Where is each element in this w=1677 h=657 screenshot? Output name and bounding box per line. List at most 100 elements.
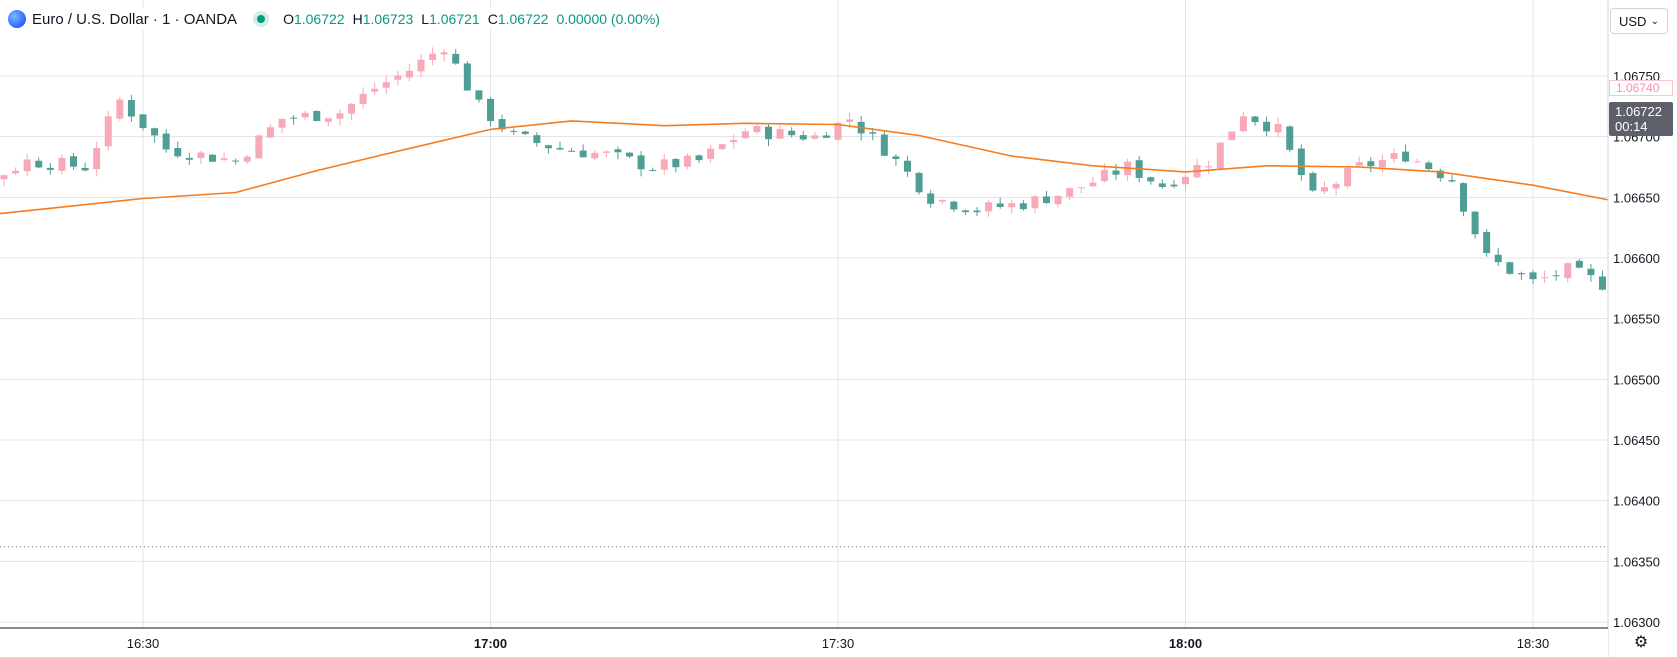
candle-body [579, 150, 587, 158]
candle-body [1100, 169, 1108, 182]
candle-body [1506, 262, 1514, 274]
candle-body [197, 152, 205, 158]
candle-body [626, 152, 633, 157]
currency-select[interactable]: USD ⌄ [1610, 8, 1668, 34]
candle-body [35, 160, 43, 168]
candle-body [46, 167, 54, 170]
candle-body [382, 82, 390, 88]
candle-body [1425, 162, 1433, 170]
candle-body [544, 145, 552, 149]
candle-body [463, 63, 471, 91]
candle-body [880, 134, 888, 156]
candle-body [788, 130, 796, 136]
candle-body [58, 157, 66, 171]
candle-body [324, 118, 332, 122]
candle-body [313, 111, 321, 121]
candle-body [220, 158, 228, 161]
candle-body [1066, 187, 1074, 197]
candle-body [23, 159, 31, 172]
bar-countdown: 00:14 [1615, 119, 1648, 134]
candle-body [1587, 268, 1595, 276]
candle-body [568, 150, 576, 152]
market-status-icon[interactable] [253, 11, 270, 27]
candle-body [1332, 183, 1340, 189]
last-price-value: 1.06722 [1615, 104, 1662, 119]
candle-body [1448, 180, 1456, 182]
symbol-title[interactable]: Euro / U.S. Dollar · 1 · OANDA [32, 10, 238, 28]
gear-icon[interactable]: ⚙ [1633, 634, 1649, 651]
candle-body [70, 156, 77, 167]
candle-body [405, 70, 413, 78]
price-tick-label: 1.06400 [1613, 494, 1660, 509]
candle-body [1309, 173, 1317, 191]
price-tick-label: 1.06650 [1613, 190, 1660, 205]
candle-body [1321, 187, 1328, 192]
candle-body [12, 170, 20, 174]
candle-body [440, 52, 448, 55]
candle-body [1541, 277, 1549, 279]
candle-body [127, 99, 135, 117]
candle-body [1228, 131, 1236, 141]
candle-body [776, 129, 784, 139]
candle-body [348, 103, 355, 114]
candle-body [741, 131, 749, 139]
candle-body [1483, 232, 1491, 254]
time-tick-label: 18:00 [1169, 636, 1202, 651]
candle-body [1575, 260, 1583, 268]
candle-body [1517, 273, 1525, 275]
time-tick-label: 17:30 [822, 636, 855, 651]
candle-body [255, 135, 263, 159]
candle-body [695, 155, 703, 161]
candle-body [1286, 126, 1294, 150]
candle-body [1460, 183, 1467, 212]
candle-body [1182, 176, 1189, 185]
candle-body [683, 155, 691, 167]
candle-body [1147, 177, 1155, 182]
time-axis-bg [0, 628, 1608, 657]
candle-body [938, 199, 946, 202]
candle-body [811, 135, 819, 139]
price-axis[interactable]: 1.067501.067001.066501.066001.065501.065… [1607, 0, 1677, 657]
candle-body [950, 201, 958, 210]
candle-body [996, 203, 1004, 207]
candle-body [359, 93, 367, 104]
candle-body [243, 156, 251, 162]
candle-body [1378, 160, 1386, 168]
symbol-flag-icon[interactable] [8, 10, 26, 28]
candle-body [104, 116, 112, 147]
candle-body [1436, 170, 1444, 179]
legend-header: Euro / U.S. Dollar · 1 · OANDA O1.06722 … [8, 8, 660, 30]
candle-body [973, 210, 981, 213]
last-price-label: 1.06722 00:14 [1609, 102, 1673, 136]
candle-body [278, 118, 286, 128]
candle-body [707, 148, 715, 159]
candle-body [185, 157, 193, 160]
candle-body [904, 160, 911, 172]
candle-body [116, 99, 124, 119]
price-tick-label: 1.06500 [1613, 372, 1660, 387]
candle-body [1251, 116, 1259, 123]
candle-body [1471, 211, 1479, 235]
candle-body [1564, 263, 1572, 279]
candle-body [602, 151, 610, 153]
time-axis[interactable]: 16:3017:0017:3018:0018:3019:0019:3020:00… [0, 627, 1677, 657]
candle-body [1355, 162, 1363, 166]
candle-body [846, 119, 854, 122]
candle-body [452, 53, 460, 64]
candle-body [1552, 275, 1560, 277]
candle-body [961, 210, 969, 213]
candle-body [1043, 196, 1050, 204]
candle-body [1529, 272, 1537, 280]
candle-body [927, 193, 935, 204]
candle-body [915, 172, 923, 193]
candle-body [429, 53, 437, 60]
candle-body [162, 133, 170, 150]
price-tick-label: 1.06550 [1613, 312, 1660, 327]
candle-body [1263, 121, 1271, 132]
candle-body [1599, 276, 1606, 290]
time-tick-label: 16:30 [127, 636, 160, 651]
candle-body [1008, 203, 1016, 208]
candle-body [209, 154, 216, 162]
candle-body [475, 90, 483, 100]
